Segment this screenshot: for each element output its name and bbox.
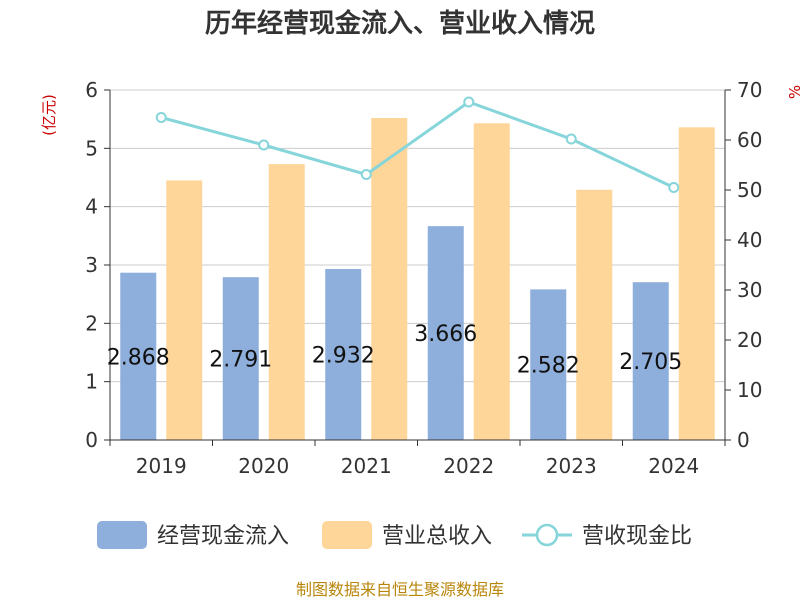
ratio-point bbox=[565, 133, 577, 145]
bar-cash-inflow bbox=[632, 282, 669, 440]
bar-revenue bbox=[166, 180, 203, 440]
legend-label-cash-inflow: 经营现金流入 bbox=[157, 524, 289, 549]
right-tick-label: 20 bbox=[737, 328, 762, 352]
bar-cash-inflow bbox=[120, 272, 157, 440]
ratio-point bbox=[668, 182, 680, 193]
x-tick-label: 2019 bbox=[136, 454, 187, 478]
ratio-point bbox=[463, 96, 475, 108]
bar-revenue bbox=[576, 189, 613, 440]
bar-value-label: 2.582 bbox=[517, 354, 580, 379]
x-tick-label: 2024 bbox=[648, 454, 699, 478]
legend-label-revenue: 营业总收入 bbox=[382, 524, 492, 549]
left-tick-label: 1 bbox=[85, 370, 98, 394]
legend: 经营现金流入 营业总收入 营收现金比 bbox=[97, 521, 692, 549]
bar-cash-inflow bbox=[530, 289, 567, 440]
bar-cash-inflow bbox=[325, 268, 362, 440]
right-tick-label: 40 bbox=[737, 228, 762, 252]
right-tick-label: 50 bbox=[737, 178, 762, 202]
left-tick-label: 4 bbox=[85, 195, 98, 219]
ratio-line-path bbox=[160, 100, 675, 189]
legend-marker-ratio bbox=[535, 523, 559, 547]
x-tick-label: 2021 bbox=[341, 454, 392, 478]
ratio-point bbox=[258, 139, 270, 151]
bar-value-label: 2.705 bbox=[619, 350, 682, 375]
grid-lines bbox=[110, 89, 725, 383]
legend-swatch-revenue bbox=[322, 521, 372, 549]
bar-cash-inflow bbox=[222, 277, 259, 440]
left-tick-label: 3 bbox=[85, 253, 98, 277]
x-tick-label: 2020 bbox=[238, 454, 289, 478]
right-tick-label: 10 bbox=[737, 378, 762, 402]
right-tick-label: 30 bbox=[737, 278, 762, 302]
left-tick-label: 2 bbox=[85, 311, 98, 335]
left-axis-unit: (亿元) bbox=[40, 94, 58, 136]
bar-value-label: 2.868 bbox=[107, 345, 170, 370]
left-tick-label: 0 bbox=[85, 428, 98, 452]
right-tick-label: 60 bbox=[737, 128, 762, 152]
legend-label-ratio: 营收现金比 bbox=[582, 524, 692, 549]
right-tick-label: 0 bbox=[737, 428, 750, 452]
legend-swatch-cash-inflow bbox=[97, 521, 147, 549]
ratio-line bbox=[155, 96, 680, 193]
x-tick-label: 2022 bbox=[443, 454, 494, 478]
bar-revenue bbox=[678, 127, 715, 440]
bar-revenue bbox=[268, 164, 305, 441]
bar-value-label: 2.932 bbox=[312, 343, 375, 368]
x-tick-label: 2023 bbox=[546, 454, 597, 478]
source-note: 制图数据来自恒生聚源数据库 bbox=[296, 580, 504, 599]
bar-value-label: 2.791 bbox=[209, 348, 272, 373]
ratio-point bbox=[360, 169, 372, 180]
bar-labels: 2.868 2.791 2.932 3.666 2.582 2.705 bbox=[107, 322, 682, 379]
left-tick-label: 6 bbox=[85, 78, 98, 102]
right-axis-unit: % bbox=[786, 85, 800, 99]
chart-title: 历年经营现金流入、营业收入情况 bbox=[205, 8, 595, 39]
right-tick-label: 70 bbox=[737, 78, 762, 102]
bar-value-label: 3.666 bbox=[414, 322, 477, 347]
bars bbox=[120, 118, 715, 441]
left-tick-label: 5 bbox=[85, 136, 98, 160]
ratio-point bbox=[155, 112, 167, 123]
bar-revenue bbox=[473, 123, 510, 440]
bar-cash-inflow bbox=[427, 226, 464, 440]
bar-revenue bbox=[371, 118, 408, 440]
